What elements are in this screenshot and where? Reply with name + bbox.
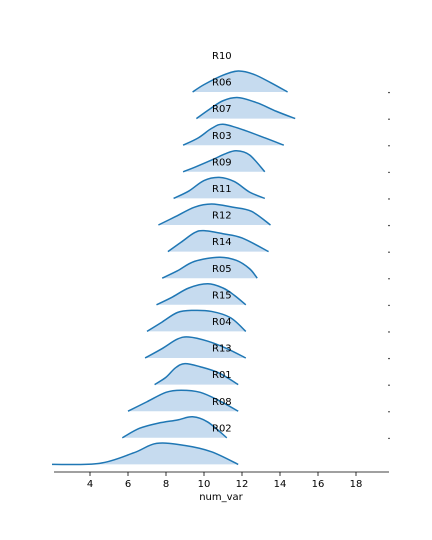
x-tick-label-12: 12 bbox=[236, 479, 249, 490]
edge-dot-r03 bbox=[388, 145, 390, 147]
ridge-line-r11 bbox=[158, 203, 271, 226]
ridge-line-r08 bbox=[121, 416, 228, 439]
edge-dot-r02 bbox=[388, 437, 390, 440]
x-tick-label-10: 10 bbox=[198, 479, 211, 490]
row-label-r04: R04 bbox=[212, 317, 232, 328]
ridge-fill-r04 bbox=[145, 336, 246, 358]
x-tick-label-18: 18 bbox=[350, 479, 363, 490]
ridge-line-r12 bbox=[167, 229, 269, 253]
row-label-r07: R07 bbox=[212, 104, 232, 115]
edge-dot-r12 bbox=[388, 224, 390, 227]
ridge-line-r03 bbox=[182, 150, 266, 173]
ridge-line-r02 bbox=[51, 442, 239, 466]
ridge-fill-r06 bbox=[196, 97, 296, 119]
ridge-line-r15 bbox=[146, 309, 247, 333]
row-label-r03: R03 bbox=[212, 131, 232, 142]
x-tick-label-14: 14 bbox=[274, 479, 287, 490]
row-label-r12: R12 bbox=[212, 211, 232, 222]
row-label-r05: R05 bbox=[212, 264, 232, 275]
ridge-line-r13 bbox=[154, 362, 239, 386]
edge-dot-r13 bbox=[388, 357, 390, 360]
ridge-fill-r09 bbox=[173, 177, 265, 199]
edge-dot-r04 bbox=[388, 331, 390, 333]
ridge-line-r01 bbox=[127, 389, 239, 412]
x-axis-label: num_var bbox=[199, 492, 243, 503]
row-label-r08: R08 bbox=[212, 397, 232, 408]
edge-dot-r06 bbox=[388, 91, 390, 94]
edge-dot-r11 bbox=[388, 198, 390, 200]
row-label-r06: R06 bbox=[212, 78, 232, 89]
row-label-r14: R14 bbox=[212, 237, 232, 248]
ridges bbox=[51, 70, 296, 466]
row-label-r01: R01 bbox=[212, 370, 232, 381]
ridge-fill-r03 bbox=[183, 150, 265, 172]
ridge-line-r06 bbox=[195, 96, 296, 120]
row-labels: R10 R06 R07 R03 R09 R11 R12 R14 R05 R15 R04 R13 R01 R… bbox=[212, 51, 232, 434]
ridge-fill-r05 bbox=[156, 283, 246, 305]
edge-dot-r09 bbox=[388, 171, 390, 174]
x-tick-label-4: 4 bbox=[87, 479, 93, 490]
x-tick-label-16: 16 bbox=[312, 479, 325, 490]
row-label-r13: R13 bbox=[212, 344, 232, 355]
edge-dot-r07 bbox=[388, 118, 390, 120]
ridge-fill-r10 bbox=[192, 70, 288, 92]
row-label-r11: R11 bbox=[212, 184, 232, 195]
row-label-r15: R15 bbox=[212, 290, 232, 301]
ridge-line-r14 bbox=[161, 256, 258, 279]
x-tick-label-8: 8 bbox=[163, 479, 169, 490]
edge-dot-r15 bbox=[388, 304, 390, 307]
edge-dot-r14 bbox=[388, 251, 390, 253]
ridge-fill-r14 bbox=[162, 257, 258, 279]
ridge-fill-r13 bbox=[154, 363, 239, 385]
edge-dot-r08 bbox=[388, 411, 390, 413]
ridge-line-r05 bbox=[156, 283, 247, 306]
x-tick-label-6: 6 bbox=[125, 479, 131, 490]
ridge-fill-r08 bbox=[122, 416, 227, 438]
ridge-fill-r07 bbox=[183, 124, 284, 146]
row-label-r02: R02 bbox=[212, 423, 232, 434]
ridge-line-r04 bbox=[144, 336, 247, 359]
row-label-r10: R10 bbox=[212, 51, 232, 62]
ridge-fill-r12 bbox=[167, 230, 269, 252]
row-label-r09: R09 bbox=[212, 157, 232, 168]
ridge-fill-r01 bbox=[128, 390, 239, 412]
ridge-line-r10 bbox=[192, 70, 288, 93]
x-axis-ticks: 4 6 8 10 12 14 16 18 bbox=[87, 472, 363, 490]
right-edge-dots bbox=[388, 91, 390, 440]
ridge-line-r09 bbox=[173, 176, 266, 200]
ridge-line-r07 bbox=[182, 123, 285, 146]
edge-dot-r05 bbox=[388, 278, 390, 280]
edge-dot-r01 bbox=[388, 384, 390, 386]
ridge-fill-r02 bbox=[52, 443, 239, 465]
